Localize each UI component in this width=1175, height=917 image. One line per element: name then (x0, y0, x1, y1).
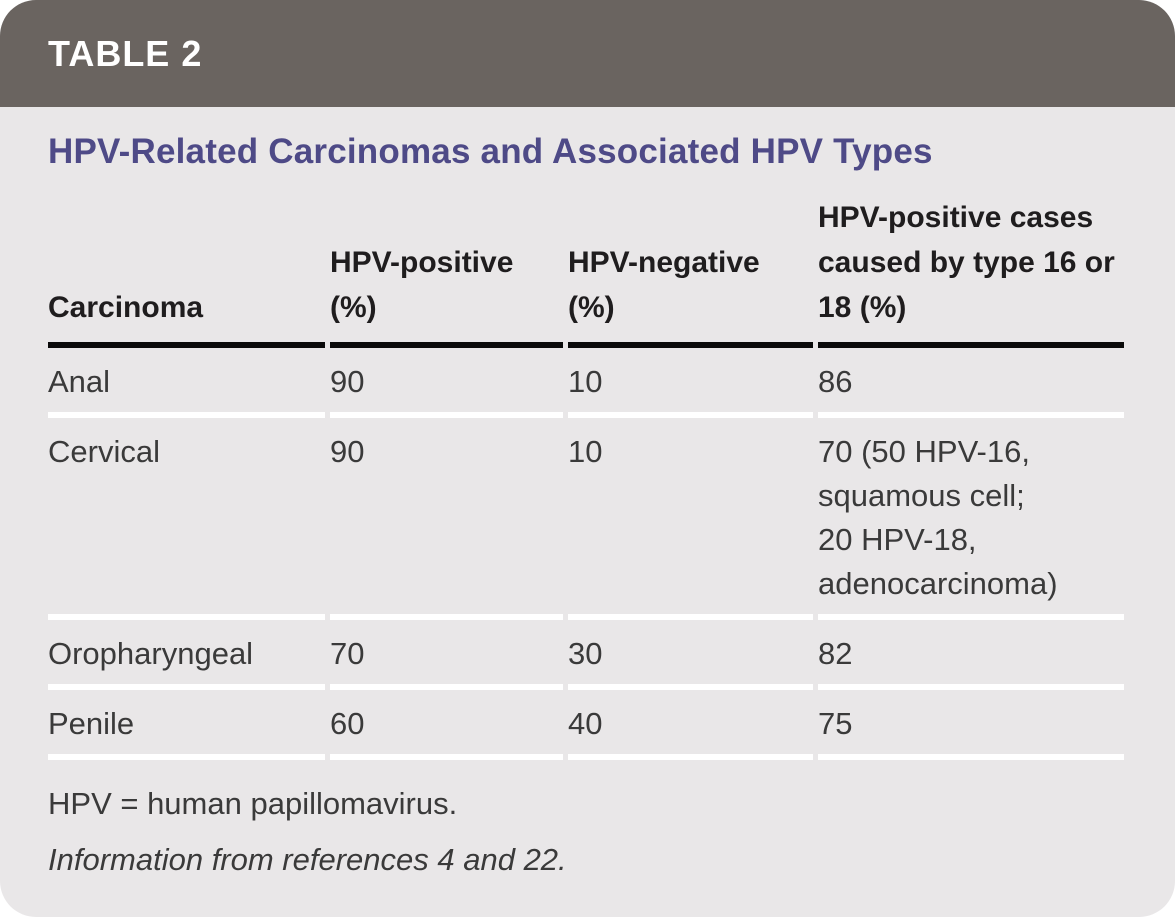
table-number-banner: TABLE 2 (0, 0, 1175, 107)
cell-oropharyngeal-hpv-positive: 70 (330, 620, 563, 691)
cell-penile-carcinoma: Penile (48, 690, 325, 761)
table-body-panel: HPV-Related Carcinomas and Associated HP… (0, 107, 1175, 917)
source-footnote: Information from references 4 and 22. (48, 842, 567, 878)
cell-cervical-type-16-18: 70 (50 HPV-16, squamous cell; 20 HPV-18,… (818, 418, 1124, 621)
cell-oropharyngeal-hpv-negative: 30 (568, 620, 813, 691)
cell-cervical-carcinoma: Cervical (48, 418, 325, 621)
table-row-cervical: Cervical 90 10 70 (50 HPV-16, squamous c… (48, 418, 1124, 621)
hpv-carcinoma-table: Carcinoma HPV-positive (%) HPV-negative … (43, 195, 1129, 761)
cell-penile-type-16-18: 75 (818, 690, 1124, 761)
column-header-hpv-positive: HPV-positive (%) (330, 195, 563, 348)
cell-anal-carcinoma: Anal (48, 348, 325, 419)
cell-oropharyngeal-carcinoma: Oropharyngeal (48, 620, 325, 691)
cell-cervical-hpv-negative: 10 (568, 418, 813, 621)
table-row-penile: Penile 60 40 75 (48, 690, 1124, 761)
abbreviation-footnote: HPV = human papillomavirus. (48, 786, 458, 822)
cell-anal-hpv-negative: 10 (568, 348, 813, 419)
cell-penile-hpv-positive: 60 (330, 690, 563, 761)
column-header-carcinoma: Carcinoma (48, 195, 325, 348)
cell-anal-type-16-18: 86 (818, 348, 1124, 419)
column-header-hpv-negative: HPV-negative (%) (568, 195, 813, 348)
cell-anal-hpv-positive: 90 (330, 348, 563, 419)
column-header-type-16-18: HPV-positive cases caused by type 16 or … (818, 195, 1124, 348)
table-title: HPV-Related Carcinomas and Associated HP… (48, 132, 933, 171)
cell-cervical-hpv-positive: 90 (330, 418, 563, 621)
cell-penile-hpv-negative: 40 (568, 690, 813, 761)
cell-oropharyngeal-type-16-18: 82 (818, 620, 1124, 691)
table-row-oropharyngeal: Oropharyngeal 70 30 82 (48, 620, 1124, 691)
table-number: TABLE 2 (48, 32, 203, 74)
table-header-row: Carcinoma HPV-positive (%) HPV-negative … (48, 195, 1124, 348)
table-row-anal: Anal 90 10 86 (48, 348, 1124, 419)
